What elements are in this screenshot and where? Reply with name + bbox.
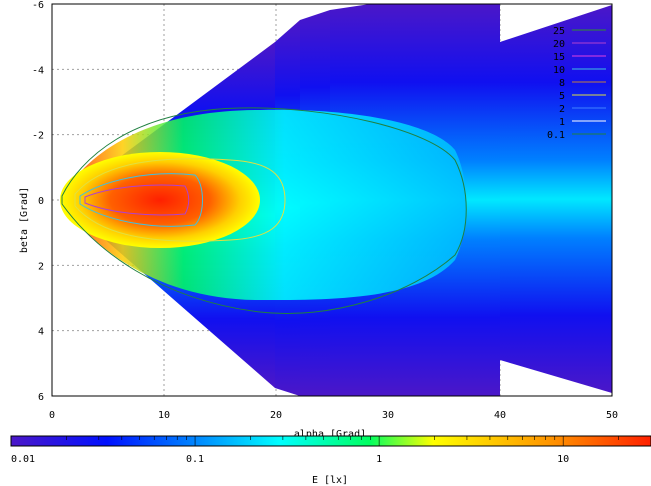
colorbar-tick-label: 1 xyxy=(376,454,382,465)
legend-label: 1 xyxy=(559,117,565,128)
x-axis-label: alpha [Grad] xyxy=(294,429,366,440)
y-tick-label: 0 xyxy=(38,196,44,207)
contour-20 xyxy=(84,184,190,216)
legend: 25 20 15 10 8 5 2 1 0.1 xyxy=(547,26,606,141)
y-tick-label: -4 xyxy=(32,65,44,76)
y-tick-label: -2 xyxy=(32,131,44,142)
x-tick-label: 0 xyxy=(49,410,55,421)
legend-label: 10 xyxy=(553,65,565,76)
contour-10 xyxy=(79,173,203,227)
colorbar-tick-label: 10 xyxy=(557,454,569,465)
y-tick-label: 4 xyxy=(38,327,44,338)
contour-0.1 xyxy=(61,107,467,314)
plot-border xyxy=(51,3,613,397)
colorbar-tick-label: 0.1 xyxy=(186,454,204,465)
legend-label: 20 xyxy=(553,39,565,50)
x-tick-label: 10 xyxy=(158,410,170,421)
wedge-segment-7 xyxy=(500,5,612,393)
colorbar-tick-labels: 0.01 0.1 1 10 xyxy=(10,436,651,465)
x-tick-label: 30 xyxy=(382,410,394,421)
y-tick-label: -6 xyxy=(32,0,44,11)
x-tick-label: 50 xyxy=(606,410,618,421)
y-axis-label: beta [Grad] xyxy=(19,187,30,253)
y-tick-label: 2 xyxy=(38,261,44,272)
contour-5 xyxy=(74,158,286,242)
x-tick-label: 40 xyxy=(494,410,506,421)
hot-spot xyxy=(60,152,260,248)
x-tick-label: 20 xyxy=(270,410,282,421)
colorbar-label: E [lx] xyxy=(312,475,348,486)
legend-label: 8 xyxy=(559,78,565,89)
legend-label: 5 xyxy=(559,91,565,102)
y-tick-labels: -6 -4 -2 0 2 4 6 xyxy=(32,0,44,403)
heatmap xyxy=(60,4,612,396)
legend-label: 0.1 xyxy=(547,130,565,141)
legend-label: 25 xyxy=(553,26,565,37)
y-tick-label: 6 xyxy=(38,392,44,403)
legend-label: 2 xyxy=(559,104,565,115)
x-tick-labels: 0 10 20 30 40 50 xyxy=(49,410,618,421)
colorbar-tick-label: 0.01 xyxy=(11,454,35,465)
legend-label: 15 xyxy=(553,52,565,63)
